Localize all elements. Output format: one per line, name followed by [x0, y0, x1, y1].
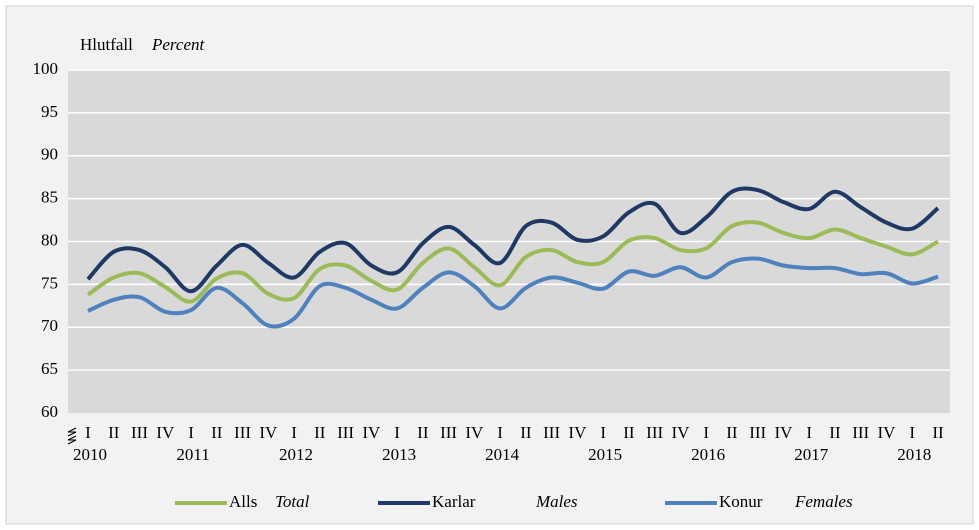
axis-break	[67, 427, 77, 445]
x-tick-label: II	[314, 423, 326, 442]
x-tick-label: III	[131, 423, 148, 442]
x-tick-label: III	[234, 423, 251, 442]
x-tick-label: IV	[568, 423, 587, 442]
x-tick-label: I	[85, 423, 91, 442]
x-tick-label: I	[497, 423, 503, 442]
x-tick-label: II	[726, 423, 738, 442]
x-tick-label: IV	[259, 423, 278, 442]
y-tick-label: 80	[41, 230, 58, 249]
x-tick-label: III	[337, 423, 354, 442]
legend-label: Alls	[229, 492, 257, 511]
legend-label-en: Total	[275, 492, 310, 511]
year-label: 2014	[485, 445, 520, 464]
year-label: 2018	[897, 445, 931, 464]
x-tick-label: II	[108, 423, 120, 442]
y-tick-label: 60	[41, 402, 58, 421]
x-tick-label: I	[703, 423, 709, 442]
x-tick-label: II	[932, 423, 944, 442]
year-label: 2010	[73, 445, 107, 464]
x-tick-label: I	[188, 423, 194, 442]
x-tick-label: IV	[774, 423, 793, 442]
x-tick-label: IV	[465, 423, 484, 442]
year-label: 2016	[691, 445, 725, 464]
y-tick-label: 85	[41, 188, 58, 207]
y-tick-label: 70	[41, 316, 58, 335]
x-tick-label: IV	[671, 423, 690, 442]
y-tick-label: 65	[41, 359, 58, 378]
year-label: 2012	[279, 445, 313, 464]
x-tick-label: II	[520, 423, 532, 442]
legend-label: Konur	[719, 492, 763, 511]
year-label: 2017	[794, 445, 829, 464]
x-tick-label: IV	[362, 423, 381, 442]
year-label: 2011	[176, 445, 209, 464]
line-series	[86, 186, 940, 294]
x-tick-label: III	[852, 423, 869, 442]
x-tick-label: III	[646, 423, 663, 442]
y-tick-label: 100	[33, 59, 59, 78]
y-axis-label-en: Percent	[151, 35, 206, 54]
x-tick-label: I	[291, 423, 297, 442]
x-tick-label: I	[909, 423, 915, 442]
x-tick-label: II	[829, 423, 841, 442]
y-tick-label: 90	[41, 145, 58, 164]
line-series	[87, 256, 939, 329]
x-tick-label: I	[600, 423, 606, 442]
x-tick-label: II	[211, 423, 223, 442]
x-tick-label: IV	[878, 423, 897, 442]
x-tick-label: III	[749, 423, 766, 442]
legend-label-en: Males	[535, 492, 578, 511]
x-tick-label: III	[440, 423, 457, 442]
x-tick-label: III	[543, 423, 560, 442]
x-tick-label: I	[394, 423, 400, 442]
x-tick-label: II	[623, 423, 635, 442]
y-axis-label: Hlutfall	[80, 35, 133, 54]
legend-label-en: Females	[794, 492, 853, 511]
year-label: 2015	[588, 445, 622, 464]
year-label: 2013	[382, 445, 416, 464]
line-series	[86, 220, 939, 304]
legend-label: Karlar	[432, 492, 476, 511]
x-tick-label: II	[417, 423, 429, 442]
y-tick-label: 95	[41, 102, 58, 121]
y-tick-label: 75	[41, 273, 58, 292]
x-tick-label: IV	[156, 423, 175, 442]
x-tick-label: I	[806, 423, 812, 442]
